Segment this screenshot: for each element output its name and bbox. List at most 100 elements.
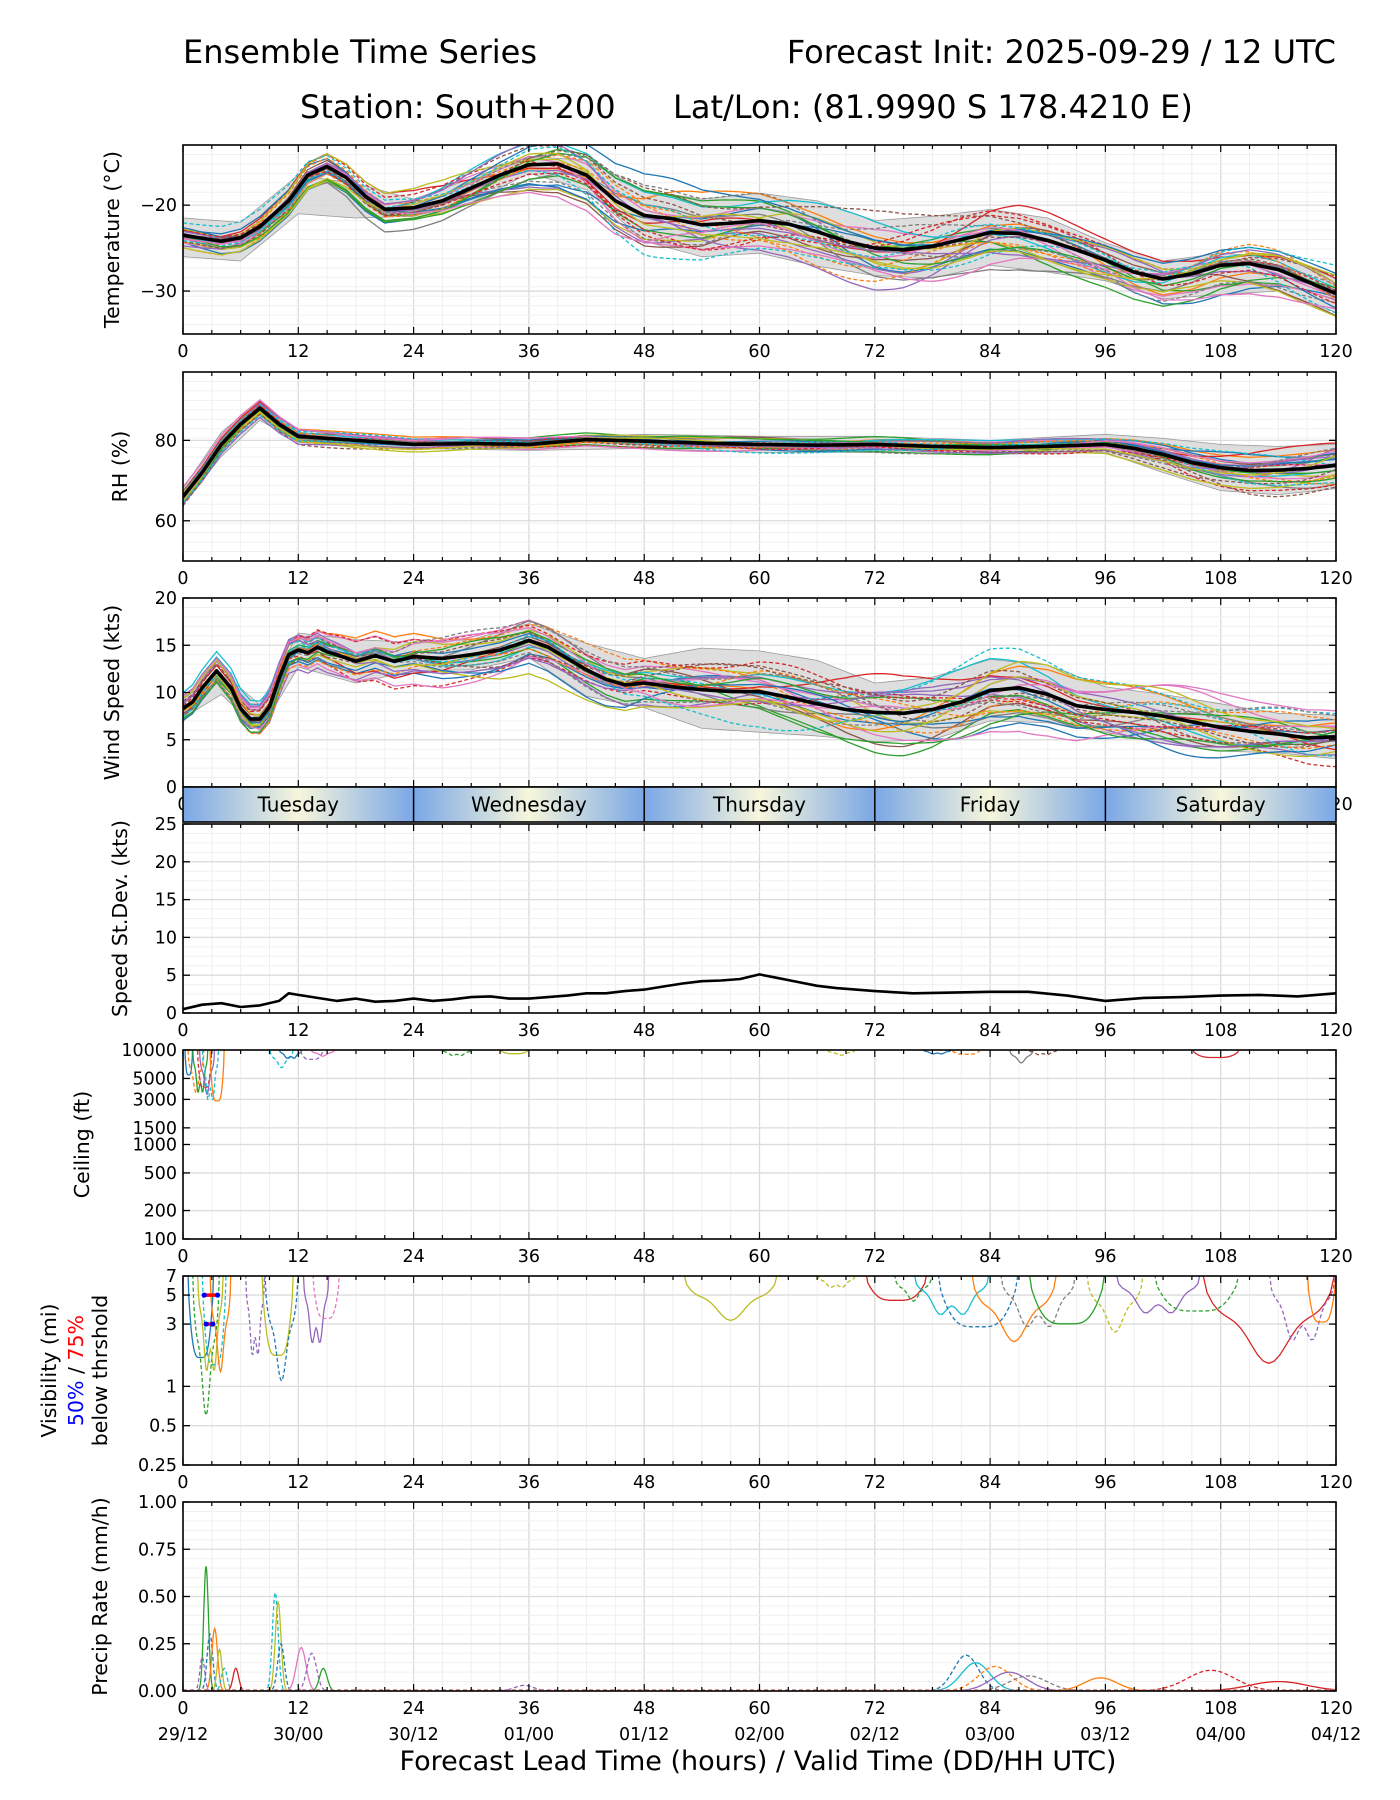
visibility-member-line (894, 1276, 933, 1302)
day-band (1105, 787, 1336, 822)
precip-ytick-label: 0.00 (138, 1682, 177, 1702)
visibility-axes: 75 3 1 0.5 0.250 12 24 36 48 60 72 84 96 108 120 (138, 1267, 1353, 1493)
rh-xtick-label: 108 (1204, 569, 1237, 589)
visibility-members (187, 1276, 1336, 1418)
rh-axes: 80 60 0 12 24 36 48 60 72 84 96 108 120 (155, 371, 1353, 589)
precip-xtick-label: 72 (864, 1699, 886, 1719)
visibility-member-line (197, 1276, 224, 1372)
visibility-member-line (1202, 1276, 1335, 1365)
day-band (413, 787, 645, 822)
precip-xtick-label: 48 (633, 1699, 655, 1719)
visibility-ytick-label: 5 (166, 1286, 177, 1306)
ceiling-ytick-label: 10000 (121, 1041, 177, 1061)
rh-xtick-label: 84 (979, 569, 1001, 589)
ceiling-xtick-label: 48 (633, 1247, 655, 1267)
precip-xtick-label: 36 (518, 1699, 540, 1719)
precip-ytick-label: 0.50 (138, 1588, 177, 1608)
temperature-xtick-label: 72 (864, 342, 886, 362)
precip-ytick-label: 0.25 (138, 1635, 177, 1655)
ceiling-xtick-label: 36 (518, 1247, 540, 1267)
speed_stdev-xtick-label: 0 (177, 1021, 188, 1041)
ceiling-ylabel: Ceiling (ft) (70, 1091, 94, 1198)
ceiling-member-line (198, 1050, 216, 1096)
precip-ylabel: Precip Rate (mm/h) (88, 1497, 112, 1695)
visibility-member-line (302, 1276, 330, 1344)
speed_stdev-panel: 0 5 10 15 20 25 0 12 24 36 48 60 72 84 96 108 120 Speed S… (108, 815, 1353, 1041)
ceiling-member-line (209, 1050, 225, 1102)
rh-xtick-label: 48 (633, 569, 655, 589)
visibility-ytick-label: 0.5 (149, 1417, 177, 1437)
visibility-xtick-label: 120 (1319, 1473, 1352, 1493)
ceiling-member-line (500, 1050, 529, 1055)
valid-time-label: 04/12 (1311, 1725, 1361, 1745)
day-label: Thursday (712, 793, 806, 817)
wind_speed-member-line (183, 631, 1336, 748)
speed_stdev-xtick-label: 60 (748, 1021, 770, 1041)
temperature-xtick-label: 48 (633, 342, 655, 362)
rh-panel: 80 60 0 12 24 36 48 60 72 84 96 108 120 RH (%) (108, 371, 1353, 589)
ceiling-member-line (300, 1050, 324, 1061)
rh-xtick-label: 72 (864, 569, 886, 589)
wind_speed-member-line (183, 647, 1336, 750)
visibility-member-line (1307, 1276, 1336, 1323)
speed_stdev-ytick-label: 25 (155, 815, 177, 835)
ceiling-xtick-label: 0 (177, 1247, 188, 1267)
visibility-ylabel-part: / (64, 1361, 88, 1381)
visibility-ytick-label: 3 (166, 1315, 177, 1335)
ceiling-ytick-label: 500 (144, 1164, 177, 1184)
ceiling-members (184, 1050, 1240, 1102)
temperature-ytick-label: −20 (140, 196, 177, 216)
temperature-member-line (183, 152, 1336, 285)
speed_stdev-xtick-label: 108 (1204, 1021, 1237, 1041)
rh-xtick-label: 24 (402, 569, 424, 589)
temperature-xtick-label: 36 (518, 342, 540, 362)
ceiling-ytick-label: 200 (144, 1202, 177, 1222)
precip-xtick-label: 96 (1094, 1699, 1116, 1719)
vis-threshold-50-marker (214, 1292, 221, 1298)
wind_speed-member-line (183, 624, 1336, 734)
ceiling-member-line (952, 1050, 981, 1055)
speed_stdev-ytick-label: 0 (166, 1004, 177, 1024)
rh-xtick-label: 12 (287, 569, 309, 589)
day-band (874, 787, 1106, 822)
precip-member-line (266, 1642, 296, 1691)
rh-xtick-label: 36 (518, 569, 540, 589)
vis-threshold-50-marker (210, 1321, 216, 1327)
visibility-ylabel-part: 75% (64, 1315, 88, 1361)
visibility-member-line (817, 1276, 856, 1289)
ceiling-xtick-label: 12 (287, 1247, 309, 1267)
precip-xtick-label: 120 (1319, 1699, 1352, 1719)
temperature-member-line (183, 152, 1336, 294)
wind_speed-ytick-label: 5 (166, 731, 177, 751)
visibility-member-line (201, 1276, 227, 1366)
temperature-panel: −20 −30 0 12 24 36 48 60 72 84 96 108 120 Temperature… (100, 144, 1353, 362)
rh-ytick-label: 80 (155, 431, 177, 451)
temperature-ylabel: Temperature (°C) (100, 151, 124, 329)
temperature-mean-line (183, 162, 1336, 296)
day-strip-frame (182, 786, 1337, 823)
rh-member-line (183, 404, 1336, 499)
precip-member-line (1105, 1669, 1317, 1691)
visibility-xtick-label: 84 (979, 1473, 1001, 1493)
visibility-member-line (1269, 1276, 1336, 1341)
ceiling-member-line (196, 1050, 213, 1089)
precip-xtick-label: 12 (287, 1699, 309, 1719)
rh-xtick-label: 60 (748, 569, 770, 589)
visibility-member-line (1086, 1276, 1144, 1333)
speed-stdev-line (182, 973, 1337, 1011)
wind_speed-ytick-label: 15 (155, 636, 177, 656)
ceiling-member-line (1009, 1050, 1034, 1064)
visibility-member-line (245, 1276, 266, 1356)
day-band (644, 787, 875, 822)
ceiling-member-line (192, 1050, 209, 1093)
valid-time-label: 30/00 (273, 1725, 323, 1745)
valid-time-label: 03/12 (1080, 1725, 1130, 1745)
temperature-member-line (183, 172, 1336, 298)
wind_speed-member-line (183, 627, 1336, 729)
temperature-axes: −20 −30 0 12 24 36 48 60 72 84 96 108 120 (140, 144, 1353, 362)
wind_speed-member-line (183, 656, 1336, 742)
wind_speed-member-line (183, 641, 1336, 730)
valid-time-label: 04/00 (1195, 1725, 1245, 1745)
day-label: Friday (960, 793, 1021, 817)
wind_speed-mean-line (183, 638, 1336, 740)
